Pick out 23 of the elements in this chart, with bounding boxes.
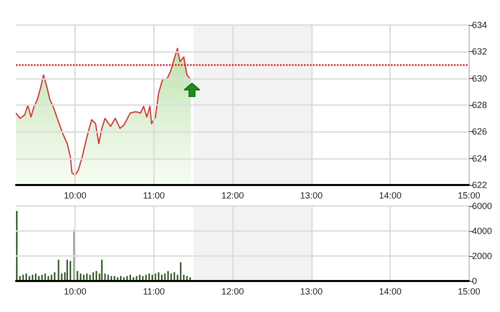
y-tick-label: 634 xyxy=(472,20,488,30)
x-tick-label: 12:00 xyxy=(221,190,244,200)
x-tick-label: 15:00 xyxy=(458,286,480,296)
y-tick-label: 630 xyxy=(472,73,488,84)
y-tick-label: 628 xyxy=(472,100,488,110)
x-tick-label: 10:00 xyxy=(64,190,86,200)
y-tick-label: 2000 xyxy=(472,251,492,261)
x-tick-label: 14:00 xyxy=(378,286,402,296)
y-tick-label: 626 xyxy=(472,126,488,137)
y-tick-label: 0 xyxy=(472,276,478,286)
x-tick-label: 13:00 xyxy=(300,190,323,200)
y-tick-label: 6000 xyxy=(472,201,492,211)
x-tick-label: 14:00 xyxy=(378,190,402,200)
y-tick-label: 624 xyxy=(472,153,488,164)
y-tick-label: 632 xyxy=(472,46,488,57)
y-tick-label: 4000 xyxy=(472,226,492,236)
x-tick-label: 13:00 xyxy=(300,286,323,296)
x-tick-label: 12:00 xyxy=(221,286,244,296)
x-tick-label: 11:00 xyxy=(142,190,165,200)
x-tick-label: 15:00 xyxy=(458,190,480,200)
x-tick-label: 10:00 xyxy=(64,286,86,296)
y-tick-label: 622 xyxy=(472,180,488,190)
x-tick-label: 11:00 xyxy=(142,286,165,296)
